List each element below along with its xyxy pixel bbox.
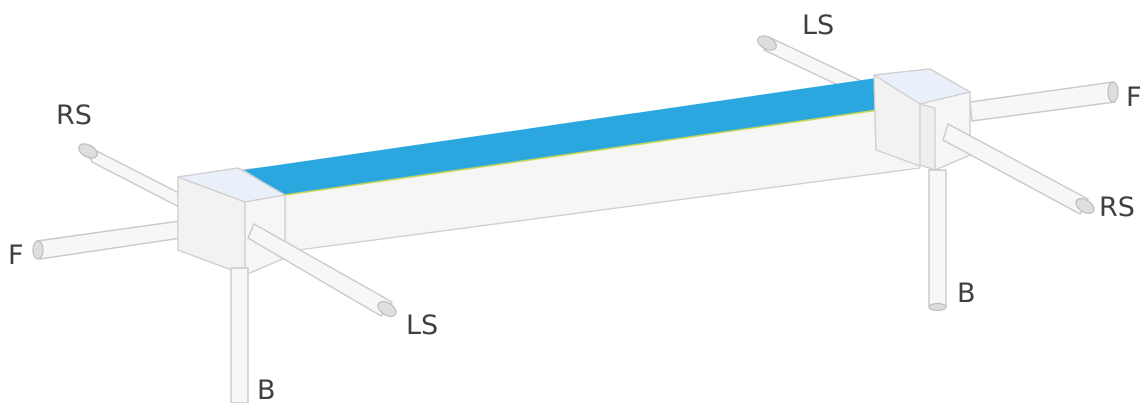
label-rs-left: RS [56,100,92,131]
rod-b-right [928,169,947,312]
label-f-right: F [1126,82,1142,113]
label-ls-left: LS [406,310,438,341]
connector-box-right [873,68,971,171]
rod-rs-left [78,142,186,212]
beam-top-face [244,78,920,195]
label-b-left: B [257,375,276,403]
rod-rs-right [942,122,1095,215]
label-ls-right: LS [802,10,834,41]
rod-ls-left [247,223,397,317]
label-b-right: B [957,278,976,309]
label-rs-right: RS [1099,192,1135,223]
label-f-left: F [8,240,24,271]
rod-f-right [969,81,1119,122]
rod-b-left [230,267,249,403]
beam [239,78,921,253]
